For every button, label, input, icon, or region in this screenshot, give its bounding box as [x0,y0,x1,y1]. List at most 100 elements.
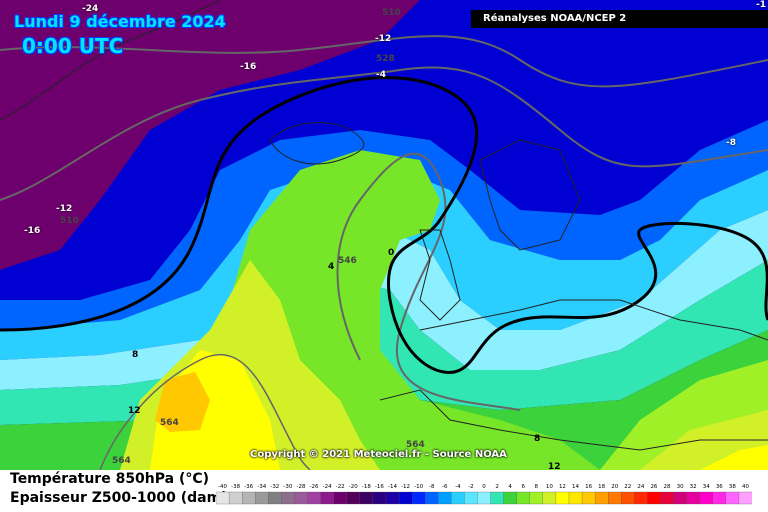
scale-tick-label: -14 [388,484,397,490]
scale-tick-label: 26 [650,484,657,490]
scale-swatch [581,491,596,505]
scale-swatch [529,491,544,505]
scale-tick-label: -20 [349,484,358,490]
legend-footer [0,470,768,512]
scale-tick-label: 38 [729,484,736,490]
scale-swatch [281,491,296,505]
scale-swatch [621,491,635,505]
scale-swatch [228,491,243,505]
scale-swatch [608,491,622,505]
scale-swatch [438,491,452,505]
scale-tick-label: 0 [482,484,486,490]
scale-tick-label: 4 [508,484,512,490]
scale-swatch [464,491,479,505]
map-date: Lundi 9 décembre 2024 [14,12,226,31]
band-yellow-se [700,445,768,470]
band-light-blue [0,170,768,360]
scale-tick-label: -22 [336,484,345,490]
scale-tick-label: -12 [401,484,410,490]
scale-swatch [333,491,348,505]
scale-swatch [634,491,649,505]
scale-tick-label: 24 [637,484,644,490]
scale-swatch [660,491,675,505]
scale-tick-label: 40 [742,484,749,490]
scale-tick-label: -30 [283,484,292,490]
thickness-isoline-510 [0,35,768,88]
temperature-label: -1 [756,0,766,10]
temperature-map [0,0,768,470]
scale-swatch [725,491,740,505]
scale-swatch [294,491,309,505]
scale-swatch [425,491,439,505]
band-gold [155,372,210,432]
coastline-mediterranean [379,389,768,451]
temperature-label: 8 [132,350,139,360]
temperature-label: 0 [388,248,395,258]
scale-tick-label: -28 [296,484,305,490]
scale-tick-label: -36 [244,484,253,490]
thickness-isoline-528 [0,66,768,201]
scale-tick-label: 6 [521,484,525,490]
scale-swatch [216,491,230,505]
coastline-greenland [0,0,221,121]
scale-tick-label: 30 [677,484,684,490]
scale-tick-label: -8 [429,484,435,490]
scale-swatch [647,491,662,505]
thickness-label: 546 [338,256,357,266]
scale-swatch [255,491,269,505]
scale-swatch [268,491,283,505]
scale-tick-label: 10 [546,484,553,490]
copyright-notice: Copyright © 2021 Meteociel.fr - Source N… [250,449,507,460]
zero-degree-isotherm [0,76,768,374]
scale-swatch [398,491,413,505]
scale-tick-label: 34 [703,484,710,490]
scale-swatch [712,491,727,505]
scale-swatch [516,491,531,505]
color-scale: -40 -38 -36 -34 -32 -30 -28 -26 -24 -22 -20 -18 -16-… [216,484,752,505]
scale-tick-label: 14 [572,484,579,490]
scale-tick-label: 18 [598,484,605,490]
scale-tick-label: -18 [362,484,371,490]
scale-swatch [241,491,256,505]
scale-tick-label: -4 [455,484,461,490]
thickness-label: 510 [382,8,401,18]
temperature-label: -12 [56,204,73,214]
temperature-label: 8 [534,434,541,444]
scale-tick-label: 12 [559,484,566,490]
temperature-label: 12 [128,406,141,416]
scale-tick-label: -26 [310,484,319,490]
scale-tick-label: 16 [585,484,592,490]
scale-tick-label: -16 [375,484,384,490]
scale-swatch [307,491,322,505]
scale-swatch [699,491,714,505]
band-blue [0,0,768,300]
coastline-europe [419,299,768,341]
temperature-label: -12 [375,34,392,44]
scale-swatch [359,491,374,505]
scale-tick-label: 2 [495,484,499,490]
scale-tick-label: -32 [270,484,279,490]
scale-tick-label: -6 [442,484,448,490]
scale-swatch [594,491,609,505]
scale-swatch [477,491,492,505]
temperature-label: 4 [328,262,335,272]
scale-swatch [738,491,752,505]
scale-tick-label: -40 [218,484,227,490]
band-cyan [0,210,768,390]
scale-tick-label: 36 [716,484,723,490]
temperature-label: 12 [548,462,561,472]
scale-tick-label: -2 [468,484,473,490]
coastline-british-isles [419,229,461,321]
scale-tick-label: -34 [257,484,266,490]
scale-tick-label: 28 [664,484,671,490]
thickness-label: 564 [112,456,131,466]
scale-tick-label: -24 [323,484,332,490]
temperature-label: -16 [240,62,257,72]
scale-swatch [320,491,335,505]
thickness-isoline-564 [99,353,311,470]
band-mid-blue [0,120,768,330]
data-source-banner: Réanalyses NOAA/NCEP 2 [471,10,768,28]
temperature-label: -16 [24,226,41,236]
legend-temperature-title: Température 850hPa (°C) [10,471,210,487]
scale-tick-label: 22 [624,484,631,490]
